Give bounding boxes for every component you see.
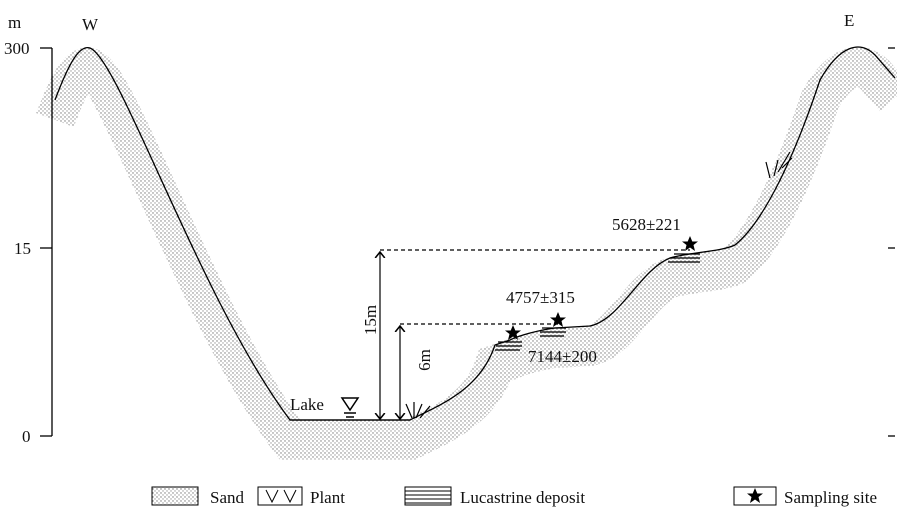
measurements	[290, 249, 690, 421]
right-ticks	[888, 47, 895, 437]
direction: E	[844, 11, 854, 30]
sample-age: 7144±200	[528, 347, 597, 366]
legend-label: Lucastrine deposit	[460, 488, 585, 507]
plants	[405, 151, 793, 419]
tick-label: 300	[4, 39, 30, 58]
tick-label: 0	[22, 427, 31, 446]
sampling-sites	[505, 236, 698, 340]
direction: W	[82, 15, 99, 34]
axis-unit: m	[8, 13, 21, 32]
deposits	[495, 253, 700, 351]
height-label: 15m	[361, 305, 380, 335]
legend-label: Plant	[310, 488, 345, 507]
sample-age: 4757±315	[506, 288, 575, 307]
legend-label: Sand	[210, 488, 245, 507]
legend-label: Sampling site	[784, 488, 877, 507]
sample-age: 5628±221	[612, 215, 681, 234]
tick-label: 15	[14, 239, 31, 258]
lake-label: Lake	[290, 395, 324, 414]
left-axis	[40, 47, 53, 437]
sand-layer	[55, 67, 895, 440]
lake-symbol	[340, 397, 360, 418]
height-label: 6m	[415, 349, 434, 371]
legend: Sand Plant Lucastrine deposit Sampling s…	[151, 486, 877, 507]
